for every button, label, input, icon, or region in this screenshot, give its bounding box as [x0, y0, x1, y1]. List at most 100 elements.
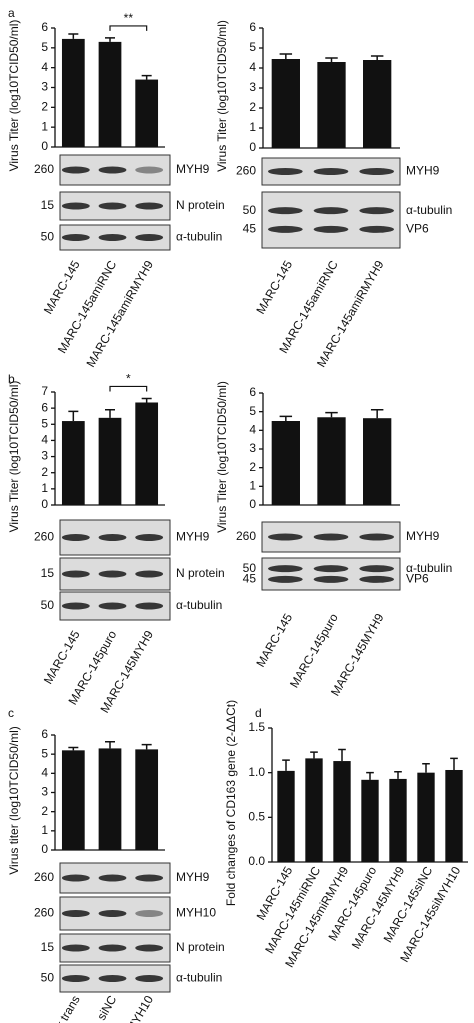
- blot-band: [313, 168, 349, 175]
- y-tick-label: 3: [249, 80, 256, 94]
- size-marker: 260: [34, 906, 54, 920]
- error-bar: [282, 759, 290, 771]
- bar: [363, 60, 392, 148]
- size-marker: 260: [34, 530, 54, 544]
- bar: [277, 770, 295, 862]
- x-tick-label: MARC-145amiRMYH9: [84, 258, 157, 370]
- blot-band: [135, 570, 164, 578]
- y-axis-label: Virus titer (log10TCID50/ml): [7, 726, 21, 875]
- y-tick-label: 6: [41, 400, 48, 414]
- size-marker: 260: [236, 164, 256, 178]
- panel-label: b: [8, 372, 15, 386]
- y-axis-label: Virus Titer (log10TCID50/ml): [7, 20, 21, 172]
- panel-label: d: [255, 706, 262, 720]
- y-tick-label: 3: [249, 441, 256, 455]
- panel-label: a: [8, 6, 15, 20]
- y-tick-label: 6: [249, 385, 256, 399]
- y-tick-label: 0: [249, 497, 256, 511]
- y-tick-label: 2: [41, 465, 48, 479]
- error-bar: [104, 37, 116, 42]
- bar: [317, 62, 346, 148]
- error-bar: [450, 757, 458, 770]
- blot-band: [135, 602, 164, 610]
- blot-band: [135, 166, 164, 174]
- error-bar: [68, 410, 79, 422]
- blot-band: [61, 570, 90, 578]
- error-bar: [141, 74, 152, 80]
- bar: [98, 417, 122, 505]
- bar: [135, 79, 159, 147]
- blot-band: [313, 225, 349, 233]
- bar: [445, 769, 463, 862]
- blot-band: [61, 975, 90, 982]
- error-bar: [325, 57, 338, 62]
- blot-band: [98, 166, 127, 174]
- bar: [363, 418, 392, 505]
- significance-label: *: [126, 372, 131, 386]
- y-tick-label: 3: [41, 449, 48, 463]
- size-marker: 260: [34, 870, 54, 884]
- error-bar: [104, 740, 116, 749]
- size-marker: 45: [243, 572, 257, 586]
- x-tick-label: MARC-145: [41, 258, 83, 317]
- y-tick-label: 3: [41, 785, 48, 799]
- y-tick-label: 4: [41, 60, 48, 74]
- x-tick-label: MARC-145: [253, 611, 295, 670]
- blot-label: α-tubulin: [176, 971, 222, 985]
- blot-band: [98, 975, 127, 982]
- y-tick-label: 4: [249, 60, 256, 74]
- size-marker: 50: [41, 230, 55, 244]
- y-tick-label: 1.0: [248, 765, 265, 779]
- y-tick-label: 4: [41, 766, 48, 780]
- y-tick-label: 5: [41, 746, 48, 760]
- error-bar: [310, 751, 318, 759]
- blot-label: MYH9: [406, 529, 440, 543]
- blot-band: [61, 602, 90, 610]
- blot-band: [135, 910, 164, 917]
- blot-label: α-tubulin: [406, 561, 452, 575]
- y-tick-label: 2: [249, 100, 256, 114]
- x-tick-label: MARC-145: [41, 628, 83, 687]
- error-bar: [141, 743, 152, 750]
- error-bar: [366, 771, 374, 780]
- blot-band: [98, 874, 127, 882]
- blot-label: VP6: [406, 222, 429, 236]
- blot-band: [135, 944, 164, 952]
- y-axis-label: Virus Titer (log10TCID50/ml): [7, 381, 21, 533]
- y-tick-label: 0: [41, 139, 48, 153]
- blot-band: [135, 534, 164, 541]
- y-tick-label: 0: [41, 497, 48, 511]
- bar: [135, 749, 159, 850]
- blot-band: [61, 166, 90, 174]
- size-marker: 15: [41, 198, 55, 212]
- blot-band: [267, 565, 303, 573]
- blot-band: [98, 570, 127, 578]
- bar: [271, 59, 300, 148]
- size-marker: 50: [243, 561, 257, 575]
- y-tick-label: 1: [249, 120, 256, 134]
- blot-band: [267, 225, 303, 233]
- error-bar: [141, 397, 152, 403]
- y-tick-label: 6: [41, 727, 48, 741]
- blot-band: [359, 575, 395, 583]
- blot-band: [61, 910, 90, 917]
- blot-band: [135, 874, 164, 882]
- y-tick-label: 0: [249, 140, 256, 154]
- bar: [271, 421, 300, 505]
- blot-label: N protein: [176, 198, 225, 212]
- blot-label: MYH9: [176, 870, 210, 884]
- blot-band: [267, 168, 303, 175]
- blot-band: [267, 533, 303, 541]
- y-tick-label: 3: [41, 80, 48, 94]
- blot-band: [359, 207, 395, 215]
- blot-label: α-tubulin: [406, 203, 452, 217]
- bar: [305, 758, 323, 862]
- y-tick-label: 5: [249, 404, 256, 418]
- blot-band: [135, 234, 164, 241]
- error-bar: [370, 55, 384, 60]
- blot-label: MYH9: [406, 164, 440, 178]
- bar: [361, 779, 379, 862]
- blot-band: [61, 202, 90, 210]
- blot-band: [313, 575, 349, 583]
